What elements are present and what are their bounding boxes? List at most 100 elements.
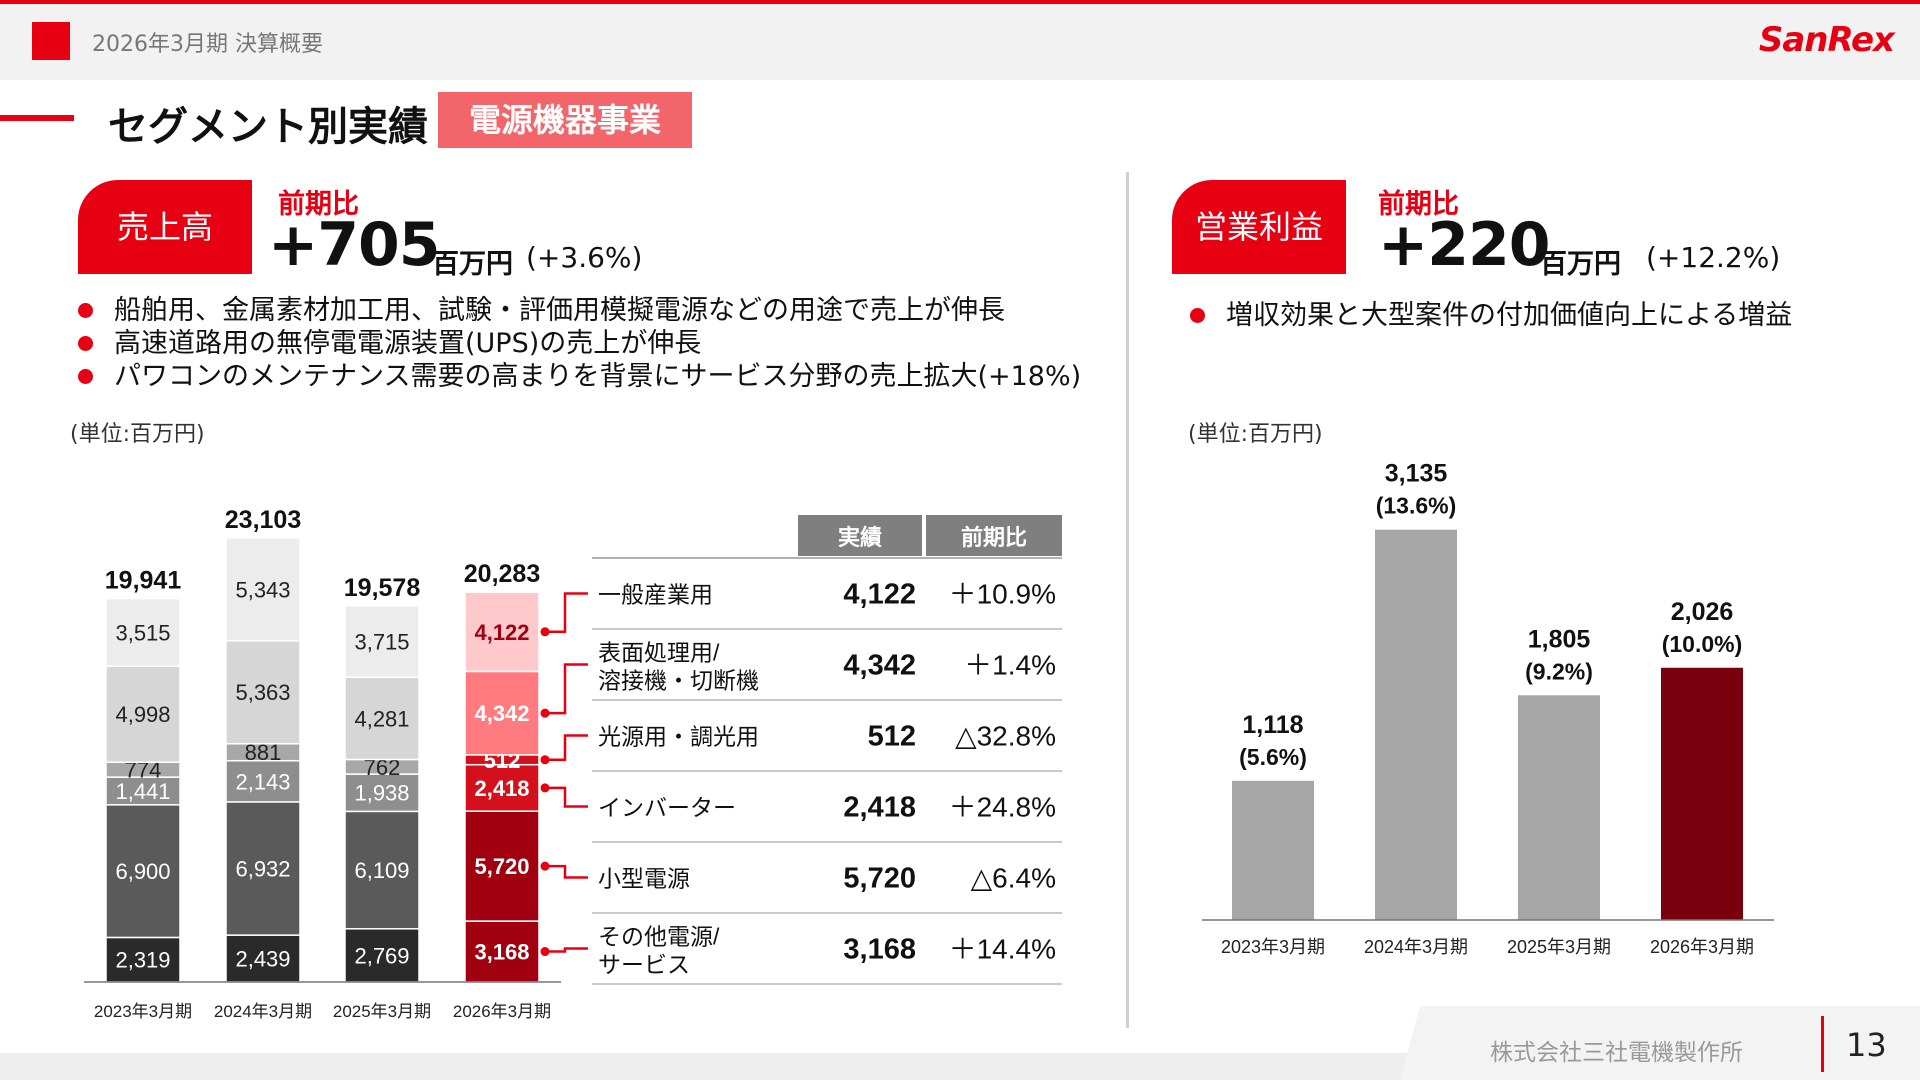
table-row-label: その他電源/: [598, 924, 720, 950]
bullet-text: パワコンのメンテナンス需要の高まりを背景にサービス分野の売上拡大(+18%): [114, 361, 1082, 392]
bar-segment-label: 5,720: [474, 854, 529, 879]
op-value-label: 2,026: [1671, 598, 1734, 626]
connector-line: [545, 947, 588, 953]
bar-segment-label: 3,515: [115, 620, 170, 645]
stacked-bar-segment: [105, 804, 181, 939]
op-bar: [1518, 695, 1600, 920]
table-row-value: 4,122: [843, 579, 916, 611]
table-row-label: 一般産業用: [598, 582, 713, 608]
table-row-change: ＋10.9%: [949, 579, 1056, 610]
table-row-value: 5,720: [843, 863, 916, 895]
stacked-bar-segment: [464, 920, 540, 983]
x-tick-label: 2025年3月期: [1507, 937, 1611, 957]
stacked-bar-segment: [464, 810, 540, 922]
op-value-label: 3,135: [1385, 460, 1448, 488]
bar-segment-label: 5,343: [235, 577, 290, 602]
bar-segment-label: 6,932: [235, 857, 290, 882]
op-value-label: 1,118: [1242, 711, 1303, 739]
bar-total-label: 23,103: [225, 506, 301, 534]
bar-segment-label: 3,715: [354, 629, 409, 654]
stacked-bar-segment: [464, 763, 540, 812]
table-row-value: 3,168: [843, 934, 916, 966]
sales-unit: 百万円: [432, 249, 513, 280]
bar-segment-label: 4,998: [115, 702, 170, 727]
stacked-bar-segment: [105, 597, 181, 667]
op-bar: [1375, 529, 1457, 920]
bullet-dot: [78, 336, 93, 351]
stacked-bar-segment: [225, 537, 301, 642]
op-margin-label: (9.2%): [1525, 658, 1593, 684]
segment-tag: 電源機器事業: [438, 92, 692, 148]
table-row-label: サービス: [598, 952, 690, 978]
sales-bullets: 船舶用、金属素材加工用、試験・評価用模擬電源などの用途で売上が伸長 高速道路用の…: [78, 294, 1081, 393]
op-change-pct: (+12.2%): [1646, 241, 1781, 274]
bar-segment-label: 2,143: [235, 769, 290, 794]
table-header-cell: [926, 515, 1062, 556]
stacked-bar-segment: [105, 936, 181, 983]
connector-line: [545, 864, 588, 879]
bullet-item: 高速道路用の無停電電源装置(UPS)の売上が伸長: [78, 327, 1081, 360]
op-margin-label: (5.6%): [1239, 744, 1307, 770]
bullet-item: 船舶用、金属素材加工用、試験・評価用模擬電源などの用途で売上が伸長: [78, 294, 1081, 327]
stacked-bar-segment: [105, 665, 181, 763]
stacked-bar-segment: [225, 934, 301, 983]
table-header-label: 実績: [838, 525, 882, 550]
connector-line: [545, 663, 588, 715]
op-bar: [1232, 780, 1314, 920]
footer-panel: [1400, 1006, 1920, 1080]
bullet-text: 船舶用、金属素材加工用、試験・評価用模擬電源などの用途で売上が伸長: [114, 295, 1005, 326]
connector-line: [545, 786, 588, 808]
sanrex-logo: SanRex: [1758, 20, 1895, 60]
table-row-change: ＋14.4%: [949, 934, 1056, 965]
op-value-label: 1,805: [1528, 625, 1591, 653]
bar-segment-label: 2,418: [474, 776, 529, 801]
table-row-label: 光源用・調光用: [598, 724, 759, 750]
table-row-label: 表面処理用/: [598, 640, 720, 666]
bar-segment-label: 2,319: [115, 948, 170, 973]
x-tick-label: 2026年3月期: [453, 1002, 551, 1021]
stacked-bar-segment: [225, 801, 301, 936]
bullet-item: 増収効果と大型案件の付加価値向上による増益: [1190, 299, 1792, 332]
bar-segment-label: 3,168: [474, 940, 529, 965]
bar-segment-label: 2,439: [235, 947, 290, 972]
footer-divider: [1821, 1016, 1824, 1072]
bullet-dot: [78, 303, 93, 318]
op-unit: 百万円: [1540, 249, 1621, 280]
x-tick-label: 2026年3月期: [1650, 937, 1754, 957]
op-change-value: +220: [1378, 210, 1551, 280]
op-bar: [1661, 667, 1743, 920]
sales-tag: 売上高: [78, 180, 252, 274]
table-row-value: 2,418: [843, 792, 916, 824]
table-header-cell: [798, 515, 922, 556]
bar-segment-label: 5,363: [235, 680, 290, 705]
connector-line: [545, 592, 588, 634]
sales-compare-label: 前期比: [278, 189, 359, 220]
bullet-dot: [1190, 308, 1205, 323]
bar-segment-label: 4,122: [474, 620, 529, 645]
table-row-label: 小型電源: [598, 866, 690, 892]
bar-segment-label: 1,938: [354, 781, 409, 806]
bar-segment-label: 4,281: [354, 706, 409, 731]
sales-unit-note: (単位:百万円): [70, 422, 205, 447]
table-row-value: 4,342: [843, 650, 916, 682]
stacked-bar-segment: [464, 591, 540, 673]
sales-change-value: +705: [268, 210, 441, 280]
op-unit-note: (単位:百万円): [1188, 422, 1323, 447]
bar-total-label: 19,941: [105, 567, 182, 595]
period-title: 2026年3月期 決算概要: [92, 32, 323, 57]
bar-segment-label: 6,109: [354, 858, 409, 883]
x-tick-label: 2024年3月期: [214, 1002, 312, 1021]
page-title: セグメント別実績: [108, 104, 428, 150]
stacked-bar-segment: [105, 776, 181, 806]
sales-change-pct: (+3.6%): [526, 241, 643, 274]
stacked-bar-segment: [344, 605, 420, 678]
connector-line: [545, 734, 588, 762]
table-row-label: インバーター: [598, 795, 736, 821]
footer-company: 株式会社三社電機製作所: [1490, 1040, 1743, 1066]
bullet-text: 増収効果と大型案件の付加価値向上による増益: [1226, 300, 1793, 331]
op-tag: 営業利益: [1172, 180, 1346, 274]
bullet-text: 高速道路用の無停電電源装置(UPS)の売上が伸長: [114, 328, 702, 359]
header-bar: [0, 0, 1920, 80]
stacked-bar-segment: [225, 759, 301, 803]
